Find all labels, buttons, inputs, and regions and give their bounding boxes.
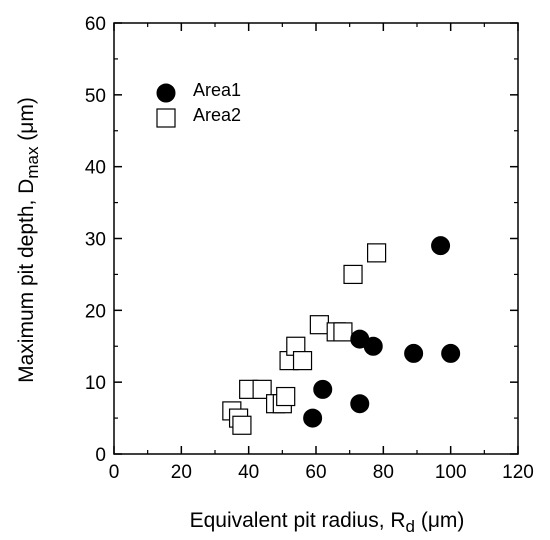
y-axis-title-unit: (μm)	[15, 97, 38, 146]
area1-point	[404, 343, 424, 363]
area2-point	[309, 315, 329, 335]
legend-label-area2: Area2	[193, 105, 241, 125]
x-axis-title: Equivalent pit radius, Rd (μm)	[190, 509, 465, 536]
x-tick-label: 120	[502, 462, 534, 483]
legend: Area1 Area2	[156, 80, 241, 128]
area1-point	[350, 394, 370, 414]
y-axis-title-subscript: max	[23, 146, 42, 179]
area1-point	[441, 343, 461, 363]
axis-ticks	[113, 22, 519, 455]
x-tick-label: 40	[238, 462, 259, 483]
legend-label-area1: Area1	[193, 80, 241, 100]
legend-marker-area1	[156, 83, 176, 103]
data-points	[222, 236, 461, 435]
area2-point	[292, 351, 313, 371]
x-tick-label: 80	[373, 462, 394, 483]
x-axis-title-subscript: d	[406, 517, 415, 536]
y-tick-label: 40	[85, 158, 106, 179]
x-axis-title-main: Equivalent pit radius, R	[190, 509, 406, 532]
x-tick-label: 20	[171, 462, 192, 483]
area1-point	[363, 336, 383, 356]
y-axis-title-main: Maximum pit depth, D	[15, 179, 38, 383]
x-tick-label: 100	[435, 462, 467, 483]
area2-point	[232, 415, 252, 435]
y-tick-label: 30	[85, 230, 106, 251]
x-axis-title-unit: (μm)	[415, 509, 464, 532]
y-axis-title: Maximum pit depth, Dmax (μm)	[15, 97, 42, 383]
tick-labels: 0 20 40 60 80 100 120 0 10 20 30 40 50 60	[85, 14, 534, 483]
area2-point	[343, 264, 363, 285]
area1-point	[431, 236, 451, 256]
x-tick-label: 60	[305, 462, 326, 483]
y-tick-label: 20	[85, 301, 106, 322]
area1-point	[303, 408, 323, 428]
area2-point	[276, 386, 296, 407]
y-tick-label: 50	[85, 86, 106, 107]
x-tick-label: 0	[109, 462, 120, 483]
area2-point	[367, 243, 387, 263]
area2-point	[333, 322, 353, 342]
y-tick-label: 10	[85, 373, 106, 394]
legend-marker-area2	[156, 108, 176, 128]
area2-point	[252, 379, 272, 399]
y-tick-label: 60	[85, 14, 106, 35]
y-tick-label: 0	[95, 445, 106, 466]
area1-point	[313, 379, 333, 399]
